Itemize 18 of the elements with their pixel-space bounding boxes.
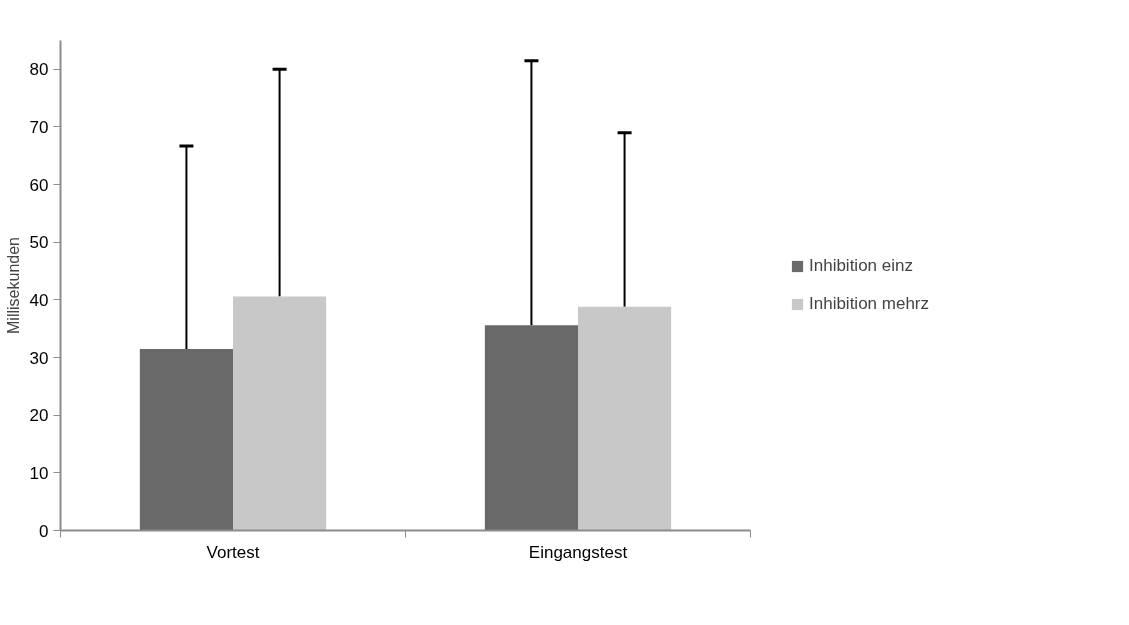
x-tick-label: Vortest	[206, 542, 260, 562]
y-tick-label: 50	[29, 233, 49, 253]
y-tick-label: 20	[29, 406, 49, 426]
y-tick-label: 10	[29, 463, 49, 483]
y-tick-label: 30	[29, 348, 49, 368]
y-tick-label: 70	[29, 117, 49, 137]
y-tick-label: 60	[29, 175, 49, 195]
bar	[233, 296, 327, 531]
y-axis-title: Millisekunden	[4, 237, 22, 334]
legend-label: Inhibition mehrz	[809, 294, 930, 314]
bar	[139, 348, 233, 531]
legend-label: Inhibition einz	[809, 256, 913, 276]
x-tick-label: Eingangstest	[528, 542, 628, 562]
bar	[484, 325, 578, 531]
y-tick-label: 0	[39, 521, 49, 541]
y-tick-label: 80	[29, 60, 49, 80]
y-tick-label: 40	[29, 290, 49, 310]
bar	[578, 306, 672, 531]
